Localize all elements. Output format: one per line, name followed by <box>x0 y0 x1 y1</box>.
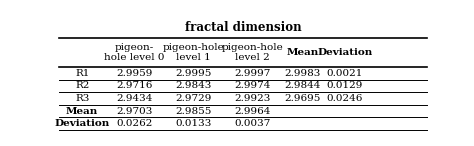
Text: 2.9695: 2.9695 <box>284 94 321 103</box>
Text: 0.0133: 0.0133 <box>175 119 211 128</box>
Text: pigeon-hole
level 2: pigeon-hole level 2 <box>221 43 283 62</box>
Text: 2.9855: 2.9855 <box>175 107 211 115</box>
Text: 2.9995: 2.9995 <box>175 69 211 78</box>
Text: R2: R2 <box>75 81 90 90</box>
Text: pigeon-
hole level 0: pigeon- hole level 0 <box>104 43 165 62</box>
Text: 2.9703: 2.9703 <box>117 107 153 115</box>
Text: R1: R1 <box>75 69 90 78</box>
Text: Mean: Mean <box>66 107 98 115</box>
Text: Mean: Mean <box>286 48 319 57</box>
Text: Deviation: Deviation <box>55 119 110 128</box>
Text: 2.9923: 2.9923 <box>234 94 270 103</box>
Text: 0.0037: 0.0037 <box>234 119 270 128</box>
Text: 2.9974: 2.9974 <box>234 81 270 90</box>
Text: pigeon-hole
level 1: pigeon-hole level 1 <box>163 43 224 62</box>
Text: 2.9997: 2.9997 <box>234 69 270 78</box>
Text: 2.9843: 2.9843 <box>175 81 211 90</box>
Text: 0.0129: 0.0129 <box>327 81 363 90</box>
Text: 0.0262: 0.0262 <box>117 119 153 128</box>
Text: Deviation: Deviation <box>317 48 373 57</box>
Text: R3: R3 <box>75 94 90 103</box>
Text: 2.9959: 2.9959 <box>117 69 153 78</box>
Text: 0.0021: 0.0021 <box>327 69 363 78</box>
Text: 0.0246: 0.0246 <box>327 94 363 103</box>
Text: 2.9964: 2.9964 <box>234 107 270 115</box>
Text: 2.9729: 2.9729 <box>175 94 211 103</box>
Text: fractal dimension: fractal dimension <box>184 21 301 34</box>
Text: 2.9716: 2.9716 <box>117 81 153 90</box>
Text: 2.9983: 2.9983 <box>284 69 321 78</box>
Text: 2.9844: 2.9844 <box>284 81 321 90</box>
Text: 2.9434: 2.9434 <box>117 94 153 103</box>
